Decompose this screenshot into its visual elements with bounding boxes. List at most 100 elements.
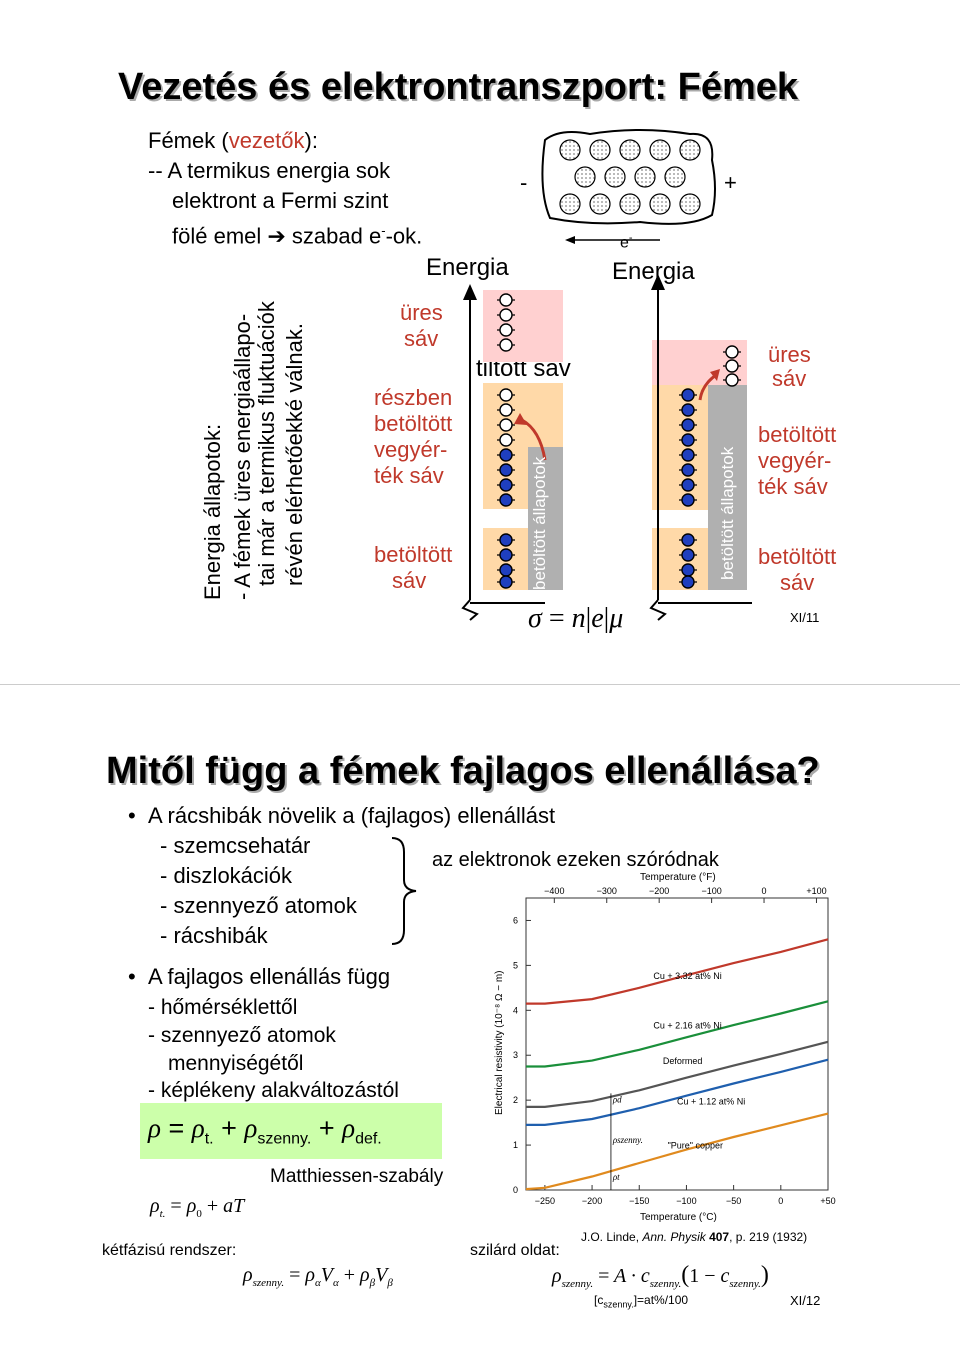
right-energia-label: Energia xyxy=(612,258,695,285)
solid-solution-formula: ρszenny. = A · cszenny.(1 − cszenny.) xyxy=(552,1262,769,1290)
y-tick-label: 6 xyxy=(513,915,518,925)
band-diagrams xyxy=(461,129,752,621)
right-filled-states-label: betöltött állapotok xyxy=(718,446,737,580)
left-filled-states xyxy=(528,447,563,590)
filled-state-dot xyxy=(681,418,695,432)
empty-state-dot xyxy=(499,388,513,402)
solid-solution-label: szilárd oldat: xyxy=(470,1242,560,1259)
left-energy-levels xyxy=(497,293,515,589)
left-reszben: részben xyxy=(374,385,453,410)
x-axis-label: Temperature (°C) xyxy=(640,1212,717,1223)
intro-line-4: fölé emel ➔ szabad e--ok. xyxy=(172,223,423,249)
matthiessen-rule-label: Matthiessen-szabály xyxy=(270,1166,444,1187)
lattice-ions xyxy=(559,139,701,215)
series-line xyxy=(526,1040,829,1108)
annotation-label: ρd xyxy=(612,1094,622,1104)
intro-line-3: elektront a Fermi szint xyxy=(172,188,389,213)
x-tick-label: −100 xyxy=(676,1196,696,1206)
x-tick-label: −250 xyxy=(535,1196,555,1206)
filled-state-dot xyxy=(681,403,695,417)
left-tek-sav: ték sáv xyxy=(374,463,444,488)
filled-state-dot xyxy=(681,563,695,577)
metal-lattice xyxy=(541,129,716,225)
lattice-minus: - xyxy=(520,170,528,195)
matthiessen-box xyxy=(140,1103,442,1159)
filled-state-dot xyxy=(499,478,513,492)
y-axis-label: Electrical resistivity (10⁻⁸ Ω − m) xyxy=(494,971,505,1116)
series-line xyxy=(526,1058,829,1126)
intro-line-1: Fémek (vezetők): xyxy=(148,128,318,153)
series-label: "Pure" copper xyxy=(668,1141,723,1151)
two-phase-formula: ρszenny. = ραVα + ρβVβ xyxy=(243,1264,393,1289)
y-tick-label: 5 xyxy=(513,960,518,970)
slide2-page-number: XI/12 xyxy=(790,1293,821,1308)
left-empty-band xyxy=(483,290,563,362)
left-sav: sáv xyxy=(404,326,439,351)
bullet-2: • A fajlagos ellenállás függ xyxy=(128,964,391,989)
left-vegyer: vegyér- xyxy=(374,437,448,462)
dependency-item: mennyiségétől xyxy=(168,1052,304,1075)
empty-state-dot xyxy=(499,293,513,307)
series-line xyxy=(525,1112,829,1191)
left-betoltott-1: betöltött xyxy=(374,411,453,436)
y-tick-label: 3 xyxy=(513,1050,518,1060)
dependency-item: - szennyező atomok xyxy=(148,1024,336,1047)
top-tick-label: 0 xyxy=(762,886,767,896)
empty-state-dot xyxy=(499,418,513,432)
y-tick-label: 4 xyxy=(513,1005,518,1015)
empty-state-dot xyxy=(725,373,739,387)
rho-t-formula: ρt. = ρ0 + aT xyxy=(150,1195,245,1220)
x-tick-label: +50 xyxy=(820,1196,835,1206)
top-tick-label: −400 xyxy=(544,886,564,896)
series-line xyxy=(526,938,829,1005)
annotation-label: ρt xyxy=(612,1172,620,1182)
electron-label: e- xyxy=(620,232,633,252)
filled-state-dot xyxy=(499,575,513,589)
filled-state-dot xyxy=(681,433,695,447)
conductivity-formula: σ = n|e|μ xyxy=(528,603,624,634)
filled-state-dot xyxy=(681,388,695,402)
plot-area xyxy=(525,897,829,1191)
filled-state-dot xyxy=(499,493,513,507)
y-tick-label: 2 xyxy=(513,1095,518,1105)
slide1-page-number: XI/11 xyxy=(790,610,820,625)
curly-brace xyxy=(391,837,417,945)
matthiessen-formula: ρ = ρt. + ρszenny. + ρdef. xyxy=(148,1113,382,1148)
resistivity-chart: Temperature (°F) Temperature (°C) Electr… xyxy=(494,872,836,1223)
filled-state-dot xyxy=(681,478,695,492)
filled-state-dot xyxy=(681,448,695,462)
intro-line-2: -- A termikus energia sok xyxy=(148,158,391,183)
filled-state-dot xyxy=(681,575,695,589)
brace-note: az elektronok ezeken szóródnak xyxy=(432,849,719,871)
right-filled-states xyxy=(708,385,747,590)
right-betoltott-2: betöltött xyxy=(758,544,837,569)
slide2-title: Mitől függ a fémek fajlagos ellenállása? xyxy=(106,750,820,792)
right-vegyer: vegyér- xyxy=(758,448,832,473)
annotation-label: ρszenny. xyxy=(612,1135,643,1145)
top-tick-label: +100 xyxy=(806,886,826,896)
empty-state-dot xyxy=(499,323,513,337)
empty-state-dot xyxy=(725,359,739,373)
concentration-note: [cszenny.]=at%/100 xyxy=(594,1293,689,1310)
filled-state-dot xyxy=(681,533,695,547)
right-sav-2: sáv xyxy=(780,570,815,595)
right-betoltott-1: betöltött xyxy=(758,422,837,447)
filled-state-dot xyxy=(681,548,695,562)
right-tek-sav: ték sáv xyxy=(758,474,828,499)
slide-separator xyxy=(0,684,960,685)
series-line xyxy=(526,1000,829,1068)
left-energia-label: Energia xyxy=(426,254,509,281)
right-sav: sáv xyxy=(772,366,807,391)
slide1-title: Vezetés és elektrontranszport: Fémek xyxy=(118,66,799,108)
defect-item: - szemcsehatár xyxy=(160,833,311,858)
series-label: Cu + 3.32 at% Ni xyxy=(653,971,721,981)
filled-state-dot xyxy=(681,493,695,507)
top-axis-label: Temperature (°F) xyxy=(640,872,716,883)
x-tick-label: −150 xyxy=(629,1196,649,1206)
top-tick-label: −200 xyxy=(649,886,669,896)
filled-state-dot xyxy=(499,563,513,577)
filled-state-dot xyxy=(499,548,513,562)
x-tick-label: −200 xyxy=(582,1196,602,1206)
defect-item: - szennyező atomok xyxy=(160,893,357,918)
right-energy-levels xyxy=(679,345,741,589)
